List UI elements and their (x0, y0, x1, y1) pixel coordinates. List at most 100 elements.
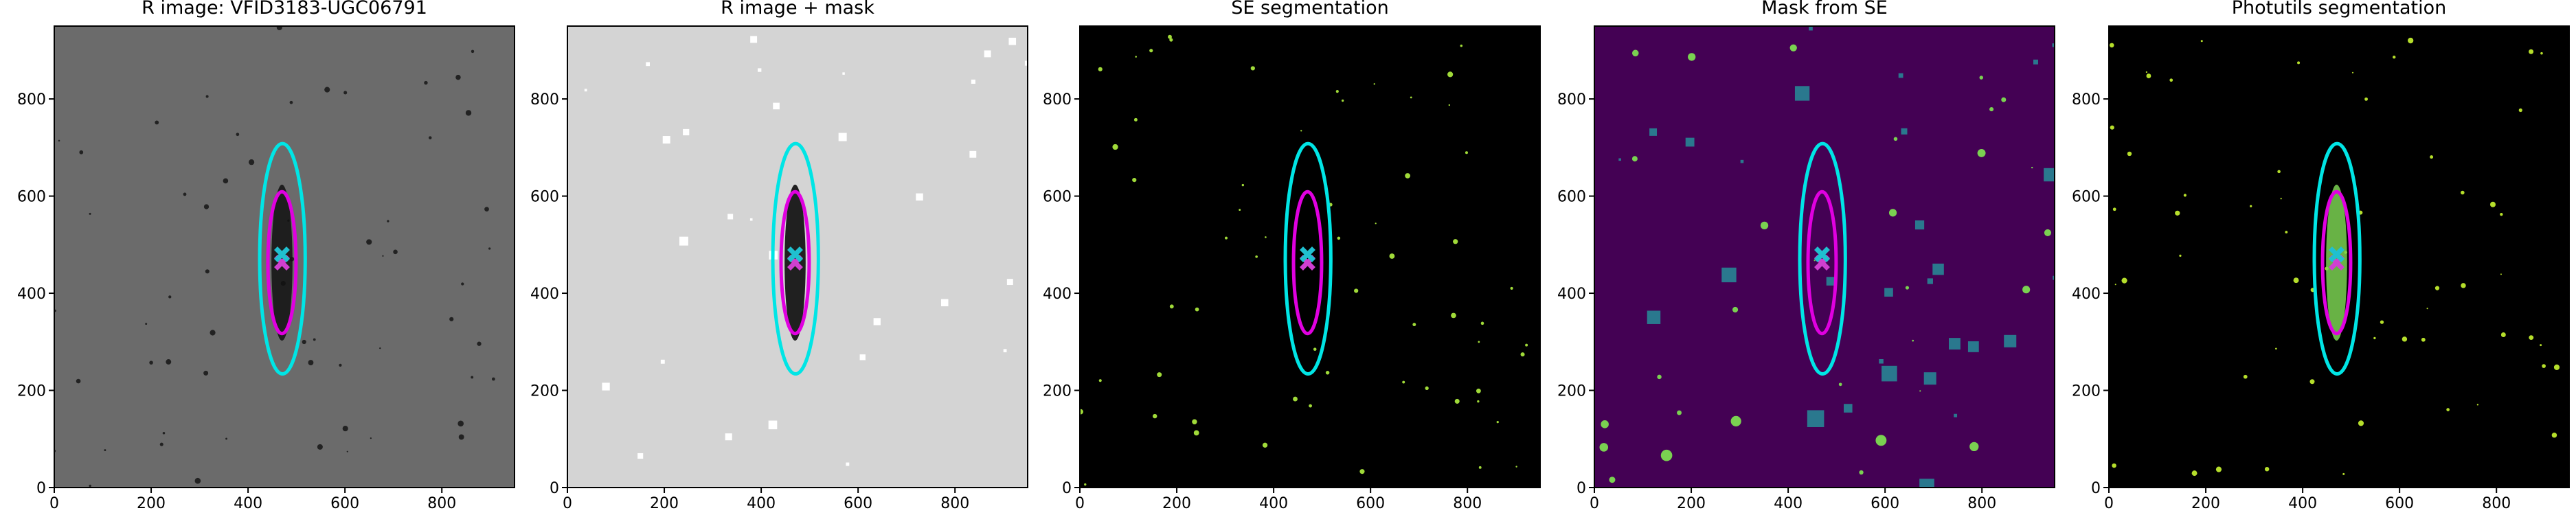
mask-square (1932, 263, 1944, 275)
y-tick-label: 200 (1043, 383, 1072, 400)
mask-square (1884, 288, 1893, 297)
mask-square (1809, 26, 1813, 31)
x-tick-label: 200 (137, 495, 166, 512)
source-blob (342, 426, 348, 432)
mask-square (2033, 59, 2038, 65)
mask-square (1685, 137, 1695, 147)
source-blob (1335, 90, 1339, 93)
mask-square (846, 462, 850, 466)
source-blob (1979, 76, 1984, 80)
y-tick-label: 800 (530, 91, 559, 108)
source-blob (2430, 155, 2434, 159)
source-blob (2408, 37, 2414, 44)
source-blob (1631, 156, 1638, 162)
source-blob (2373, 336, 2376, 340)
mask-square (1927, 278, 1933, 284)
source-blob (2540, 344, 2542, 347)
source-blob (2540, 52, 2543, 55)
y-tick-label: 800 (1557, 91, 1586, 108)
source-blob (1451, 312, 1456, 319)
source-blob (76, 378, 81, 384)
mask-square (940, 299, 949, 307)
mask-square (1843, 404, 1853, 413)
x-tick-label: 200 (2191, 495, 2220, 512)
source-blob (1631, 49, 1639, 57)
y-tick-label: 600 (2072, 189, 2101, 206)
aperture-ellipse (1806, 190, 1838, 336)
mask-square (1923, 372, 1936, 385)
source-blob (457, 420, 464, 427)
source-blob (1169, 38, 1173, 42)
source-blob (2280, 198, 2282, 200)
mask-square (1954, 413, 1958, 417)
aperture-ellipse (1291, 190, 1324, 336)
panel: Mask from SE 0 200 400 600 800 0 200 400 600 800 (1557, 0, 2055, 512)
source-blob (2551, 432, 2557, 438)
x-tick-label: 0 (2104, 495, 2114, 512)
mask-square (969, 150, 977, 158)
axes-frame (1079, 25, 1541, 488)
source-blob (289, 100, 293, 104)
source-blob (149, 360, 153, 365)
x-tick-label: 600 (2385, 495, 2414, 512)
source-blob (79, 150, 84, 154)
source-blob (1893, 137, 1898, 141)
source-blob (2200, 40, 2203, 43)
source-blob (2421, 337, 2426, 342)
mask-square (1008, 37, 1017, 45)
mask-square (1807, 410, 1824, 427)
source-blob (477, 341, 482, 346)
source-blob (2277, 170, 2281, 174)
source-blob (2293, 277, 2299, 284)
source-blob (491, 377, 495, 381)
source-blob (1152, 413, 1157, 419)
mask-square (683, 128, 690, 136)
source-blob (1730, 415, 1741, 426)
center-marker (787, 246, 803, 262)
source-blob (1969, 442, 1979, 452)
x-tick-label: 200 (1677, 495, 1706, 512)
source-blob (89, 484, 91, 488)
source-blob (1098, 67, 1103, 71)
y-tick-label: 400 (530, 286, 559, 303)
mask-square (749, 218, 753, 221)
source-blob (370, 437, 372, 439)
source-blob (1080, 409, 1083, 415)
source-blob (1098, 379, 1102, 382)
axes-frame (2108, 25, 2570, 488)
mask-square (916, 193, 923, 201)
source-blob (2191, 470, 2197, 477)
source-blob (2114, 284, 2116, 286)
source-blob (1405, 173, 1410, 179)
mask-square (2004, 334, 2017, 347)
center-marker (273, 246, 290, 262)
source-blob (458, 434, 464, 440)
mask-square (1649, 128, 1658, 136)
mask-square (584, 89, 587, 92)
aperture-ellipse (1283, 141, 1333, 376)
x-tick-label: 0 (1590, 495, 1599, 512)
center-marker (1299, 246, 1315, 262)
axes-frame (54, 25, 515, 488)
source-blob (1192, 419, 1197, 424)
center-marker (1814, 246, 1830, 262)
source-blob (2179, 254, 2182, 258)
mask-square (646, 62, 650, 67)
source-blob (1250, 66, 1255, 71)
source-blob (2243, 374, 2248, 379)
source-blob (1157, 372, 1162, 378)
source-blob (393, 249, 398, 255)
source-blob (2112, 463, 2116, 468)
mask-square (1967, 341, 1979, 352)
x-tick-label: 600 (330, 495, 359, 512)
mask-square (1618, 158, 1621, 161)
panel: R image: VFID3183-UGC06791 0 200 400 600 800 0… (17, 0, 515, 512)
source-blob (1149, 49, 1153, 53)
source-blob (2275, 347, 2277, 350)
aperture-ellipse (266, 190, 298, 336)
source-blob (1168, 34, 1172, 39)
source-blob (2476, 404, 2479, 406)
source-blob (1293, 396, 1298, 402)
mask-square (1882, 374, 1884, 378)
source-blob (1169, 304, 1174, 309)
